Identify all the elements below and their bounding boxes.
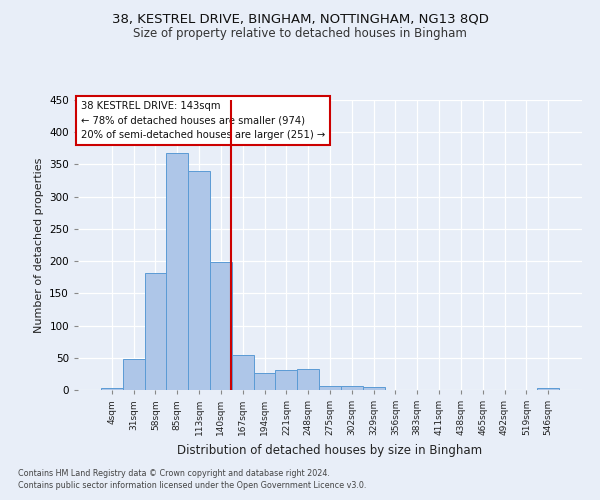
Text: Contains HM Land Registry data © Crown copyright and database right 2024.: Contains HM Land Registry data © Crown c… [18,468,330,477]
Text: Size of property relative to detached houses in Bingham: Size of property relative to detached ho… [133,28,467,40]
Text: 38 KESTREL DRIVE: 143sqm
← 78% of detached houses are smaller (974)
20% of semi-: 38 KESTREL DRIVE: 143sqm ← 78% of detach… [80,102,325,140]
Bar [145,272,166,390]
Bar [341,386,363,390]
Bar [537,388,559,390]
Bar [319,386,341,390]
Text: 38, KESTREL DRIVE, BINGHAM, NOTTINGHAM, NG13 8QD: 38, KESTREL DRIVE, BINGHAM, NOTTINGHAM, … [112,12,488,26]
Bar [275,370,297,390]
Bar [232,355,254,390]
Text: Contains public sector information licensed under the Open Government Licence v3: Contains public sector information licen… [18,481,367,490]
Bar [254,373,275,390]
Bar [363,387,385,390]
X-axis label: Distribution of detached houses by size in Bingham: Distribution of detached houses by size … [178,444,482,456]
Y-axis label: Number of detached properties: Number of detached properties [34,158,44,332]
Bar [210,262,232,390]
Bar [188,171,210,390]
Bar [297,368,319,390]
Bar [123,359,145,390]
Bar [166,154,188,390]
Bar [101,388,123,390]
